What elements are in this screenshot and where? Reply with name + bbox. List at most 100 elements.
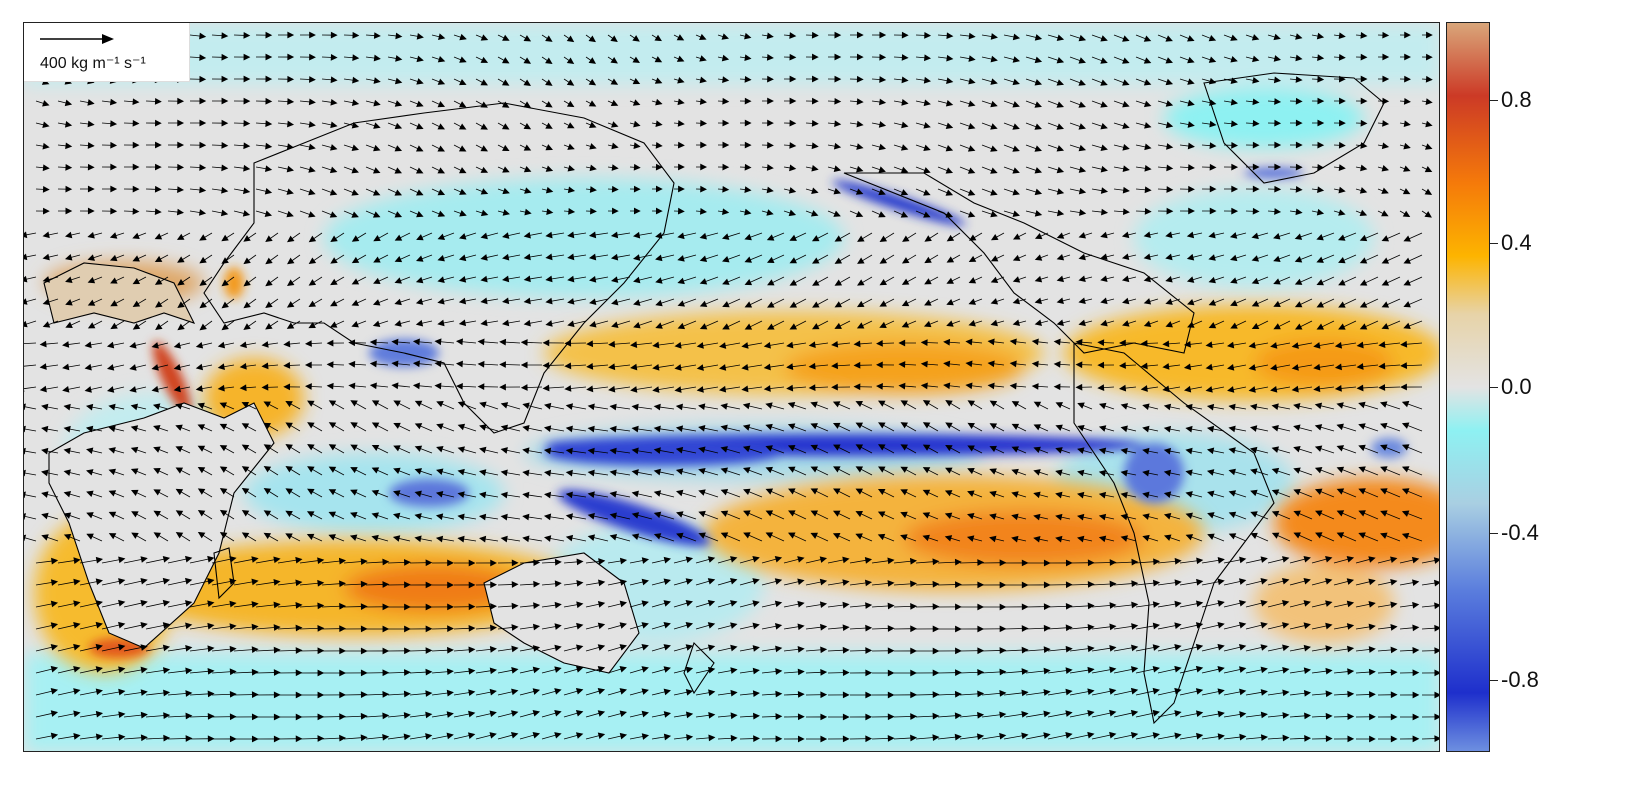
vector-arrowhead — [265, 279, 273, 287]
vector-arrowhead — [328, 400, 337, 407]
vector-arrowhead — [655, 232, 663, 239]
vector-arrowhead — [611, 298, 619, 306]
vector-arrowhead — [855, 188, 864, 195]
vector-arrowhead — [1055, 402, 1064, 409]
vector-arrowhead — [1120, 447, 1128, 455]
vector-arrowhead — [1381, 235, 1390, 242]
vector-arrowhead — [1360, 119, 1368, 127]
vector-arrowhead — [1122, 186, 1130, 194]
vector-arrowhead — [721, 233, 730, 240]
vector-arrowhead — [1424, 143, 1433, 150]
colorbar-tick — [1490, 680, 1498, 681]
vector-arrowhead — [1230, 98, 1238, 106]
vector-arrowhead — [834, 257, 843, 264]
vector-arrowhead — [1143, 35, 1152, 42]
vector-arrowhead — [1403, 142, 1411, 150]
vector-arrowhead — [1119, 384, 1127, 392]
vector-arrowhead — [87, 163, 95, 171]
vector-arrowhead — [480, 254, 488, 261]
vector-arrowhead — [1205, 386, 1213, 393]
vector-arrowhead — [1122, 35, 1130, 42]
vector-arrowhead — [990, 167, 998, 174]
vector-arrowhead — [1206, 403, 1215, 411]
vector-arrowhead — [108, 425, 116, 433]
vector-arrowhead — [1187, 142, 1195, 150]
vector-arrowhead — [1424, 211, 1432, 218]
vector-arrowhead — [633, 207, 641, 215]
vector-arrowhead — [1142, 447, 1150, 455]
vector-arrowhead — [1034, 56, 1043, 64]
vector-arrowhead — [789, 323, 798, 330]
vector-arrowhead — [108, 447, 116, 454]
vector-arrowhead — [1144, 143, 1152, 151]
vector-arrowhead — [502, 297, 510, 305]
vector-arrowhead — [154, 208, 162, 216]
vector-arrowhead — [1227, 386, 1235, 393]
vector-arrowhead — [265, 301, 273, 309]
vector-arrowhead — [1009, 338, 1017, 346]
vector-arrowhead — [243, 75, 251, 83]
vector-arrowhead — [459, 210, 467, 217]
vector-arrowhead — [330, 235, 338, 243]
vector-arrowhead — [1078, 297, 1086, 304]
vector-arrowhead — [501, 123, 510, 130]
vector-arrowhead — [808, 362, 816, 370]
vector-arrowhead — [811, 97, 819, 105]
vector-arrowhead — [110, 300, 118, 307]
vector-arrowhead — [1424, 166, 1433, 173]
vector-arrowhead — [499, 361, 506, 368]
vector-arrowhead — [787, 444, 796, 452]
vector-arrowhead — [1144, 208, 1152, 215]
vector-arrowhead — [744, 54, 752, 62]
vector-arrowhead — [523, 165, 532, 173]
vector-arrowhead — [1122, 79, 1130, 86]
vector-arrowhead — [371, 422, 380, 429]
vector-arrowhead — [718, 385, 727, 393]
vector-arrowhead — [437, 233, 446, 240]
vector-arrowhead — [1291, 385, 1299, 393]
vector-arrowhead — [611, 142, 619, 150]
vector-arrowhead — [62, 363, 70, 371]
vector-arrowhead — [875, 361, 883, 369]
vector-arrowhead — [1230, 277, 1238, 284]
vector-arrowhead — [545, 231, 553, 239]
vector-arrowhead — [542, 339, 550, 347]
vector-arrowhead — [900, 211, 909, 218]
vector-arrowhead — [500, 424, 509, 432]
vector-arrowhead — [810, 423, 818, 430]
vector-arrowhead — [173, 363, 182, 371]
vector-arrowhead — [698, 403, 706, 411]
vector-arrowhead — [394, 277, 402, 284]
vector-arrowhead — [1034, 232, 1043, 240]
vector-arrowhead — [968, 100, 976, 107]
vector-arrowhead — [832, 422, 841, 429]
vector-arrowhead — [564, 385, 572, 392]
vector-arrowhead — [1143, 275, 1152, 283]
vector-arrowhead — [1183, 340, 1191, 348]
vector-arrowhead — [1229, 254, 1238, 262]
vector-arrowhead — [811, 235, 820, 242]
vector-arrowhead — [990, 55, 998, 63]
vector-arrowhead — [767, 97, 774, 105]
vector-arrowhead — [1252, 141, 1260, 149]
vector-arrowhead — [195, 342, 204, 349]
vector-arrowhead — [789, 142, 797, 149]
vector-arrowhead — [1316, 279, 1324, 286]
vector-arrowhead — [608, 363, 616, 371]
vector-arrowhead — [1079, 209, 1087, 216]
vector-arrowhead — [1165, 35, 1173, 42]
vector-arrowhead — [879, 98, 887, 106]
vector-arrowhead — [132, 119, 140, 127]
vector-arrowhead — [612, 207, 619, 215]
vector-arrowhead — [39, 385, 47, 393]
vector-arrowhead — [1119, 339, 1126, 347]
vector-arrowhead — [1359, 187, 1368, 194]
vector-arrowhead — [1183, 363, 1192, 371]
vector-arrowhead — [304, 340, 312, 347]
vector-arrowhead — [987, 360, 995, 368]
vector-arrowhead — [1338, 186, 1346, 194]
vector-arrowhead — [1360, 53, 1368, 61]
vector-arrowhead — [922, 422, 931, 429]
vector-arrowhead — [348, 382, 356, 390]
vector-arrowhead — [989, 423, 998, 430]
